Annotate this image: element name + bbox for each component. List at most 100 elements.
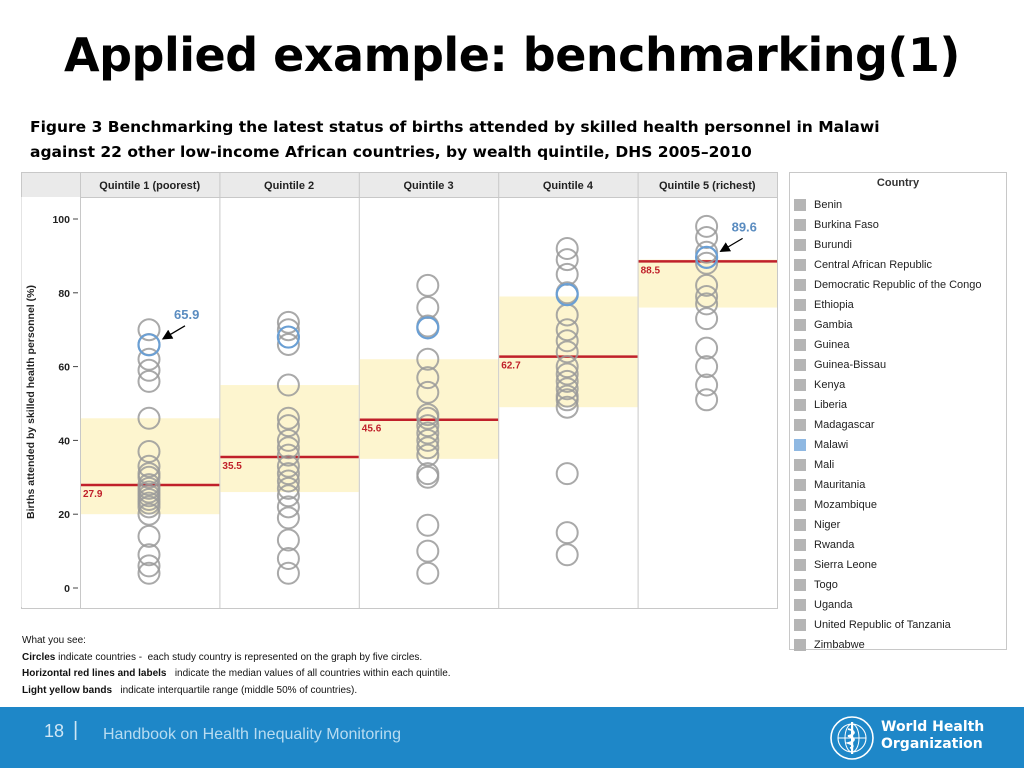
legend-item: Central African Republic xyxy=(790,255,1006,275)
country-circle xyxy=(276,462,300,486)
legend-item: Kenya xyxy=(790,375,1006,395)
country-circle xyxy=(695,336,719,360)
iqr-band xyxy=(220,385,359,493)
country-circle xyxy=(695,251,719,275)
chart-header-row xyxy=(21,172,778,198)
legend-label: Burkina Faso xyxy=(814,219,879,231)
country-circle xyxy=(416,421,440,445)
legend-swatch xyxy=(794,219,806,231)
country-circle xyxy=(276,546,300,570)
legend-label: United Republic of Tanzania xyxy=(814,619,951,631)
legend-item: Mauritania xyxy=(790,475,1006,495)
notes-heading: What you see: xyxy=(22,635,86,646)
country-circle xyxy=(555,462,579,486)
page-number: 18 xyxy=(44,721,65,741)
legend-swatch xyxy=(794,499,806,511)
legend-item: Sierra Leone xyxy=(790,555,1006,575)
country-circle xyxy=(695,355,719,379)
country-circle xyxy=(276,469,300,493)
country-legend: Country Benin Burkina Faso Burundi Central … xyxy=(789,172,1007,651)
legend-swatch xyxy=(794,599,806,611)
country-circle xyxy=(555,395,579,419)
country-circle xyxy=(416,465,440,489)
country-circle xyxy=(276,495,300,519)
legend-item: Guinea-Bissau xyxy=(790,355,1006,375)
country-circle xyxy=(416,436,440,460)
y-axis-label: Births attended by skilled health person… xyxy=(25,285,37,519)
country-circle xyxy=(276,428,300,452)
country-circle xyxy=(276,318,300,342)
country-circle xyxy=(695,284,719,308)
legend-item: Ethiopia xyxy=(790,295,1006,315)
panel-header-label: Quintile 2 xyxy=(264,180,314,192)
legend-swatch xyxy=(794,359,806,371)
panel-header-label: Quintile 1 (poorest) xyxy=(99,180,200,192)
legend-label: Ethiopia xyxy=(814,299,854,311)
country-circle xyxy=(416,347,440,371)
malawi-circle xyxy=(555,283,579,307)
legend-swatch xyxy=(794,199,806,211)
country-circle xyxy=(555,521,579,545)
country-circle xyxy=(695,240,719,264)
legend-label: Gambia xyxy=(814,319,853,331)
notes-bands-text: indicate interquartile range (middle 50%… xyxy=(112,684,358,696)
country-circle xyxy=(276,476,300,500)
iqr-band xyxy=(359,359,499,459)
legend-label: Burundi xyxy=(814,239,852,251)
notes-bands: Light yellow bands indicate interquartil… xyxy=(22,683,451,700)
median-label: 27.9 xyxy=(83,489,103,500)
legend-label: Benin xyxy=(814,199,843,211)
country-circle xyxy=(276,436,300,460)
country-circle xyxy=(276,373,300,397)
malawi-value-label: 65.9 xyxy=(174,307,199,322)
who-wordmark: World Health Organization xyxy=(881,719,984,753)
legend-swatch xyxy=(794,399,806,411)
legend-swatch xyxy=(794,639,806,651)
who-text-line-2: Organization xyxy=(881,736,983,752)
country-circle xyxy=(695,388,719,412)
country-circle xyxy=(276,506,300,530)
legend-item: Burkina Faso xyxy=(790,215,1006,235)
chart-notes: What you see: Circles indicate countries… xyxy=(22,633,451,699)
slide-title: Applied example: benchmarking(1) xyxy=(64,28,960,82)
country-circle xyxy=(416,443,440,467)
legend-item: Mozambique xyxy=(790,495,1006,515)
country-circle xyxy=(555,355,579,379)
median-label: 88.5 xyxy=(641,265,661,276)
y-tick-label: 100 xyxy=(52,214,70,226)
country-circle xyxy=(695,307,719,331)
slide-footer: 18 | Handbook on Health Inequality Monit… xyxy=(0,707,1024,768)
country-circle xyxy=(276,528,300,552)
legend-label: Guinea xyxy=(814,339,850,351)
country-circle xyxy=(137,561,161,585)
country-circle xyxy=(555,362,579,386)
malawi-circle xyxy=(276,325,300,349)
legend-items: Benin Burkina Faso Burundi Central African … xyxy=(790,195,1006,655)
legend-label: Democratic Republic of the Congo xyxy=(814,279,982,291)
malawi-circle xyxy=(694,245,719,269)
notes-lines-label: Horizontal red lines and labels xyxy=(22,668,167,679)
country-circle xyxy=(137,465,161,489)
legend-label: Sierra Leone xyxy=(814,559,877,571)
country-circle xyxy=(555,329,579,353)
country-circle xyxy=(555,369,579,393)
legend-item: Liberia xyxy=(790,395,1006,415)
malawi-value-label: 89.6 xyxy=(732,219,757,234)
legend-item: Rwanda xyxy=(790,535,1006,555)
median-label: 45.6 xyxy=(362,424,382,435)
malawi-circle xyxy=(416,316,440,340)
legend-label: Togo xyxy=(814,579,838,591)
y-tick-label: 80 xyxy=(58,288,70,300)
legend-item: Mali xyxy=(790,455,1006,475)
country-circle xyxy=(555,388,579,412)
country-circle xyxy=(137,495,161,519)
malawi-circle xyxy=(137,333,161,357)
panel-header-label: Quintile 5 (richest) xyxy=(659,180,756,192)
legend-swatch xyxy=(794,319,806,331)
benchmark-chart: Births attended by skilled health person… xyxy=(21,172,778,609)
legend-label: Kenya xyxy=(814,379,846,391)
panel-header-label: Quintile 4 xyxy=(543,180,594,192)
country-circle xyxy=(695,273,719,297)
notes-circles-text: indicate countries - each study country … xyxy=(55,651,423,663)
who-text-line-1: World Health xyxy=(881,719,985,735)
